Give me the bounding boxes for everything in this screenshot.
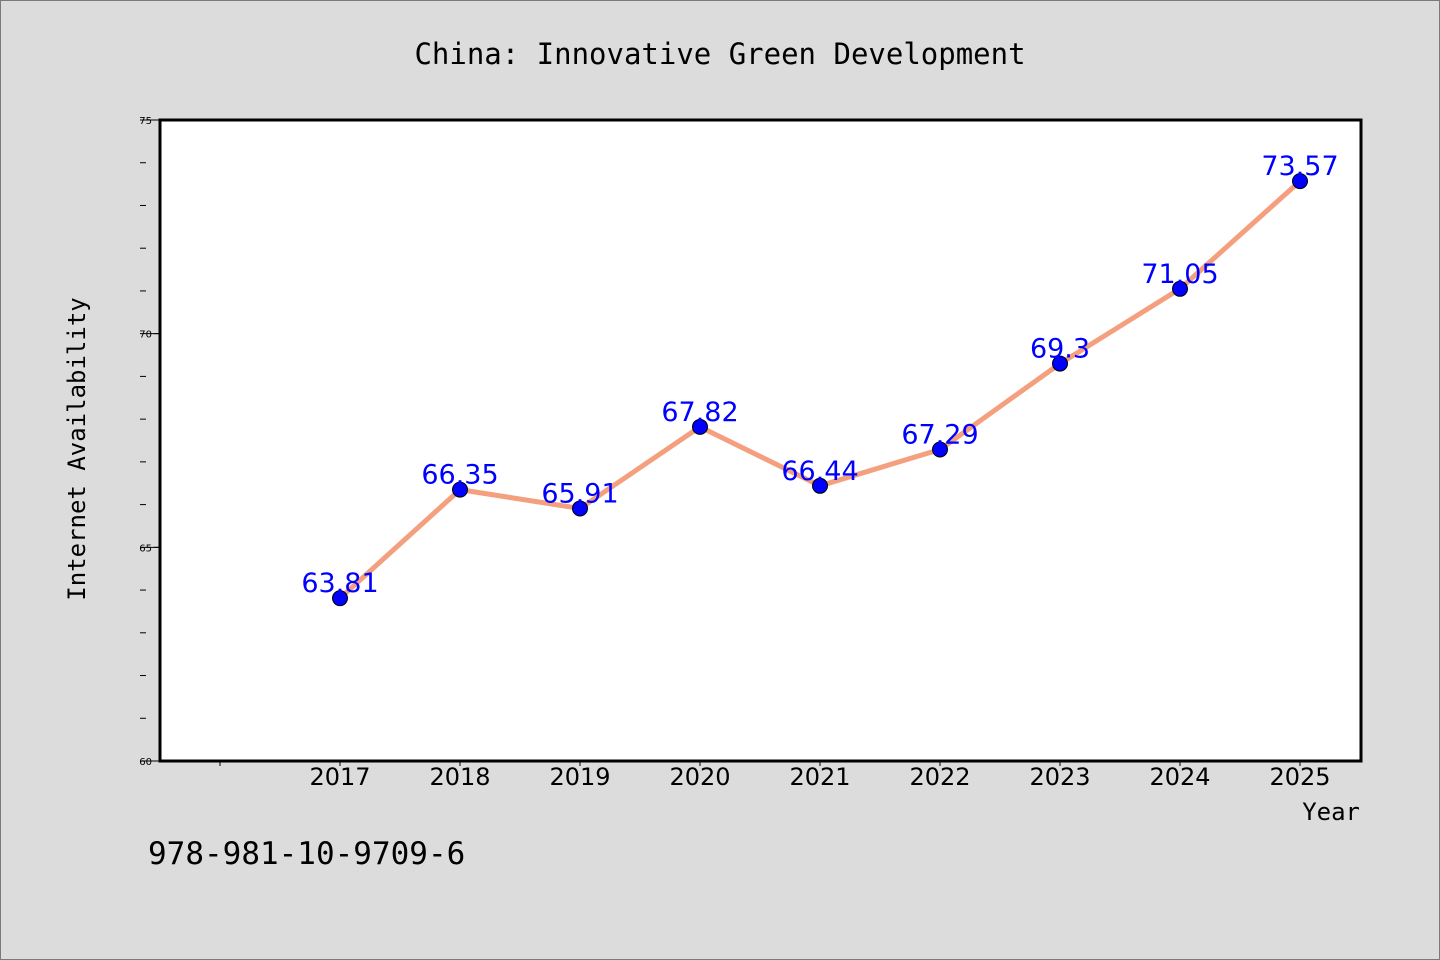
x-tick-label: 2018 [429,763,490,791]
x-axis-label: Year [1302,798,1360,826]
plot-border [158,118,1363,763]
chart-title: China: Innovative Green Development [414,37,1025,71]
data-label: 71.05 [1141,259,1218,290]
data-label: 69.3 [1030,334,1090,365]
y-tick-label: 60 [139,757,152,768]
y-axis-label: Internet Availability [63,297,91,600]
x-tick-label: 2022 [909,763,970,791]
x-tick-label: 2020 [669,763,730,791]
x-tick-label: 2019 [549,763,610,791]
data-point [1292,173,1308,190]
y-tick-label: 75 [139,116,152,127]
data-point [452,481,468,498]
data-point [332,590,348,607]
y-axis: 60 65 70 75 [139,116,160,768]
isbn-text: 978-981-10-9709-6 [148,836,465,872]
series-line [332,173,1308,607]
data-point [1052,355,1068,372]
data-label: 66.35 [421,460,498,491]
x-tick-label: 2024 [1149,763,1210,791]
data-label: 66.44 [781,456,858,487]
x-tick-label: 2017 [309,763,370,791]
x-axis: 2017 2018 2019 2020 2021 2022 2023 2024 2025 [219,761,1331,791]
x-tick-label: 2025 [1269,763,1330,791]
data-label: 65.91 [541,478,618,509]
data-point [1172,280,1188,297]
data-label: 67.29 [901,419,978,450]
data-point [812,477,828,494]
x-tick-label: 2021 [789,763,850,791]
data-point [932,441,948,458]
data-point [572,500,588,517]
data-point [692,418,708,435]
data-label: 63.81 [301,568,378,599]
y-tick-label: 65 [139,543,152,554]
data-label: 73.57 [1261,151,1338,182]
plot-area [160,120,1361,761]
y-tick-label: 70 [139,330,152,341]
x-tick-label: 2023 [1029,763,1090,791]
data-label: 67.82 [661,397,738,428]
data-labels: 63.81 66.35 65.91 67.82 66.44 67.29 69.3 71.05 7… [301,151,1338,599]
